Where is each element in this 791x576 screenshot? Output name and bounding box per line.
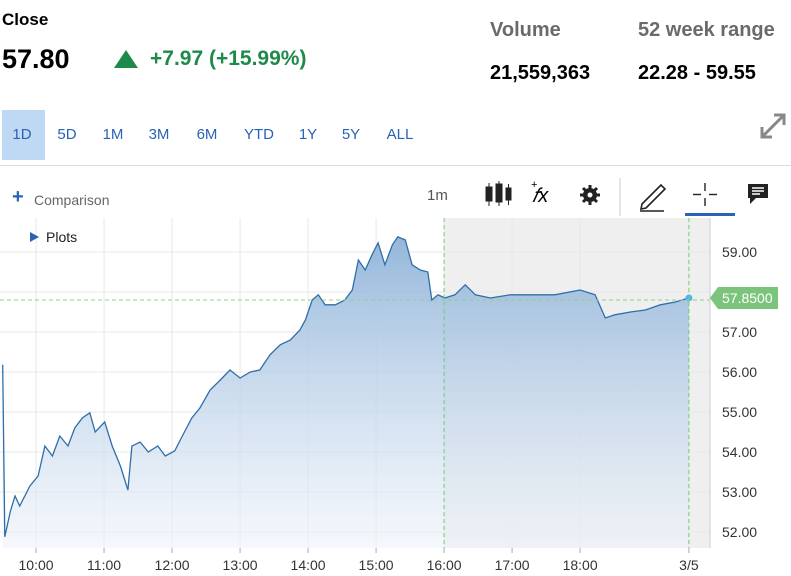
price-area [2, 236, 689, 549]
y-tick-label: 53.00 [722, 484, 757, 500]
x-tick-label: 11:00 [87, 557, 121, 573]
x-tick-label: 18:00 [563, 557, 598, 573]
range-tab[interactable]: 6M [196, 126, 218, 143]
gear-icon[interactable] [580, 185, 600, 205]
plus-icon[interactable]: + [12, 186, 24, 208]
range-tab[interactable]: 5D [57, 126, 77, 143]
x-tick-label: 14:00 [291, 557, 326, 573]
plots-triangle[interactable] [28, 230, 40, 244]
range-tab[interactable]: 1M [102, 126, 124, 143]
interval-button[interactable]: 1m [427, 187, 448, 204]
stat-value: 22.28 - 59.55 [638, 62, 756, 84]
draw-icon[interactable] [639, 183, 667, 212]
y-tick-label: 54.00 [722, 444, 757, 460]
fx-plus: + [531, 179, 537, 191]
price-tag-label: 57.8500 [722, 290, 773, 306]
range-tab[interactable]: ALL [386, 126, 414, 143]
x-tick-label: 13:00 [223, 557, 258, 573]
crosshair-icon[interactable] [693, 183, 717, 206]
range-tab[interactable]: 3M [148, 126, 170, 143]
price-change: +7.97 (+15.99%) [150, 47, 307, 70]
x-tick-label: 17:00 [495, 557, 530, 573]
stat-label: 52 week range [638, 19, 775, 41]
active-tab-bg [2, 110, 45, 160]
expand-icon[interactable] [757, 110, 789, 142]
x-tick-label: 12:00 [155, 557, 190, 573]
stat-value: 21,559,363 [490, 62, 591, 84]
fx-icon[interactable]: 𝑓x [532, 185, 549, 207]
x-tick-label: 10:00 [19, 557, 54, 573]
range-tab[interactable]: 1Y [298, 126, 318, 143]
x-tick-label: 15:00 [359, 557, 394, 573]
toolbar-icons: 𝑓x + [485, 178, 768, 216]
range-tab[interactable]: 1D [12, 126, 32, 143]
comparison-button[interactable]: Comparison [34, 192, 110, 208]
y-tick-label: 57.00 [722, 324, 757, 340]
price-line [2, 235, 690, 537]
y-tick-label: 52.00 [722, 524, 757, 540]
chart: 52.0053.0054.0055.0056.0057.0058.0059.00… [0, 218, 778, 573]
y-tick-label: 56.00 [722, 364, 757, 380]
up-arrow [114, 50, 138, 68]
stat-label: Volume [490, 19, 561, 41]
message-icon[interactable] [748, 184, 768, 204]
y-tick-label: 59.00 [722, 244, 757, 260]
divider [0, 165, 791, 166]
price-tag [710, 287, 778, 309]
close-price: 57.80 [2, 44, 70, 74]
plots-toggle[interactable]: Plots [46, 229, 78, 245]
active-tool-underline [685, 213, 735, 216]
y-tick-label: 55.00 [722, 404, 757, 420]
candle-icon[interactable] [485, 181, 512, 206]
x-tick-label: 16:00 [427, 557, 462, 573]
range-tab[interactable]: YTD [244, 126, 274, 143]
range-tab[interactable]: 5Y [341, 126, 361, 143]
x-tick-label: 3/5 [679, 557, 699, 573]
close-label: Close [2, 10, 49, 29]
